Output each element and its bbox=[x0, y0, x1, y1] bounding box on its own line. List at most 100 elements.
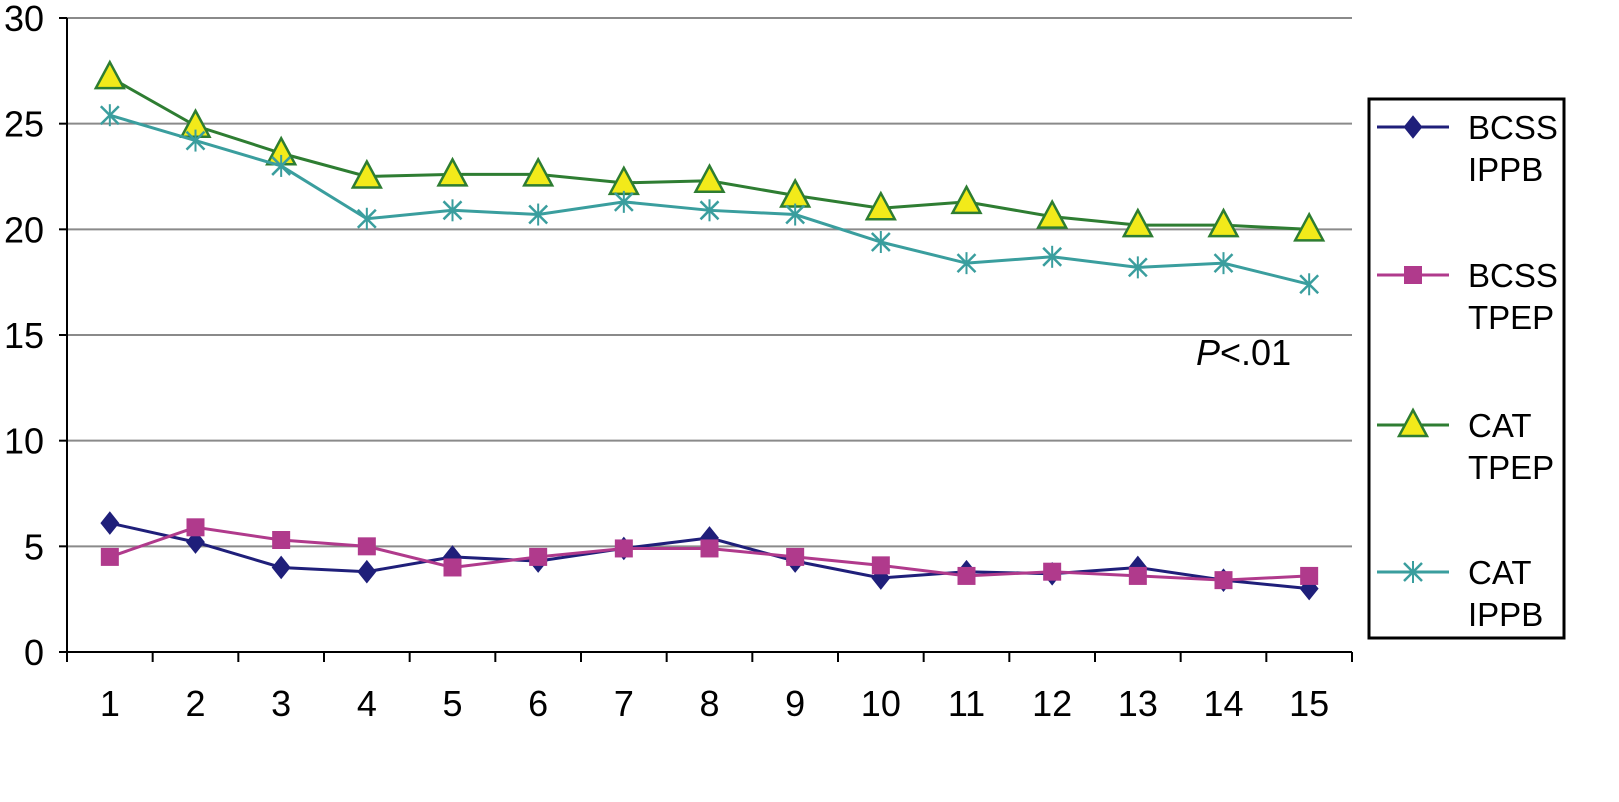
legend-label-line: BCSS bbox=[1468, 109, 1558, 146]
x-tick-label: 12 bbox=[1032, 683, 1072, 724]
data-point bbox=[522, 156, 555, 187]
series-lines bbox=[93, 59, 1326, 601]
data-point bbox=[1213, 252, 1234, 275]
data-point bbox=[272, 530, 291, 549]
legend-label-line: BCSS bbox=[1468, 257, 1558, 294]
legend-label-line: CAT bbox=[1468, 554, 1532, 591]
data-point bbox=[1043, 562, 1062, 581]
y-tick-label: 25 bbox=[4, 104, 44, 145]
x-tick-label: 14 bbox=[1203, 683, 1243, 724]
data-point bbox=[786, 547, 805, 566]
data-point bbox=[693, 163, 726, 193]
data-point bbox=[699, 199, 720, 222]
data-point bbox=[443, 558, 462, 577]
data-point bbox=[442, 199, 463, 222]
legend-swatch-marker bbox=[1396, 407, 1430, 438]
data-point bbox=[529, 547, 548, 566]
data-point bbox=[614, 539, 633, 558]
y-tick-label: 15 bbox=[4, 315, 44, 356]
data-point bbox=[1042, 245, 1063, 268]
legend-label: BCSS IPPB bbox=[1468, 109, 1558, 188]
x-tick-label: 4 bbox=[357, 683, 377, 724]
legend-label-line: IPPB bbox=[1468, 151, 1543, 188]
legend-item: CAT TPEP bbox=[1377, 407, 1554, 486]
legend-item: BCSS IPPB bbox=[1377, 109, 1558, 188]
y-tick-label: 30 bbox=[4, 0, 44, 39]
x-tick-label: 10 bbox=[861, 683, 901, 724]
legend-label: BCSS TPEP bbox=[1468, 257, 1558, 336]
data-point bbox=[1299, 273, 1320, 296]
data-point bbox=[871, 556, 890, 575]
data-point bbox=[957, 566, 976, 585]
y-tick-label: 20 bbox=[4, 209, 44, 250]
x-tick-label: 15 bbox=[1289, 683, 1329, 724]
data-point bbox=[350, 158, 383, 189]
data-point bbox=[1293, 211, 1326, 242]
data-point bbox=[1128, 566, 1147, 585]
p-value-italic: P bbox=[1196, 332, 1220, 373]
legend-item: BCSS TPEP bbox=[1377, 257, 1558, 336]
legend-label-line: TPEP bbox=[1468, 449, 1554, 486]
data-point bbox=[1121, 207, 1154, 238]
x-tick-label: 6 bbox=[528, 683, 548, 724]
legend-box bbox=[1367, 97, 1566, 640]
data-point bbox=[870, 231, 891, 254]
data-point bbox=[100, 547, 119, 566]
x-tick-label: 13 bbox=[1118, 683, 1158, 724]
data-point bbox=[956, 252, 977, 275]
series-cat-tpep bbox=[93, 59, 1326, 242]
x-tick-label: 7 bbox=[614, 683, 634, 724]
data-point bbox=[93, 59, 126, 90]
data-point bbox=[357, 537, 376, 556]
y-tick-label: 5 bbox=[24, 526, 44, 567]
legend: BCSS IPPB BCSS TPEP CAT TPEP CAT IPPB bbox=[1367, 97, 1566, 640]
x-tick-label: 9 bbox=[785, 683, 805, 724]
legend-item: CAT IPPB bbox=[1377, 554, 1543, 633]
legend-label-line: IPPB bbox=[1468, 596, 1543, 633]
data-point bbox=[186, 530, 205, 554]
x-tick-label: 3 bbox=[271, 683, 291, 724]
legend-label-line: CAT bbox=[1468, 407, 1532, 444]
data-point bbox=[100, 511, 120, 535]
data-point bbox=[700, 539, 719, 558]
legend-swatch-marker bbox=[1403, 561, 1423, 583]
data-point bbox=[271, 154, 292, 177]
data-point bbox=[1127, 256, 1148, 279]
data-point bbox=[99, 104, 120, 127]
gridlines bbox=[67, 17, 1352, 548]
data-point bbox=[356, 207, 377, 230]
data-point bbox=[950, 184, 983, 215]
data-point bbox=[185, 129, 206, 152]
data-point bbox=[357, 559, 377, 584]
data-point bbox=[864, 190, 897, 221]
data-point bbox=[528, 203, 549, 226]
data-point bbox=[613, 190, 634, 213]
x-tick-label: 11 bbox=[948, 683, 985, 724]
legend-label-line: TPEP bbox=[1468, 299, 1554, 336]
data-point bbox=[785, 203, 806, 226]
legend-swatch-marker bbox=[1404, 266, 1422, 284]
p-value-rest: <.01 bbox=[1220, 332, 1291, 373]
y-tick-label: 10 bbox=[4, 421, 44, 462]
x-tick-label: 1 bbox=[100, 683, 120, 724]
x-tick-label: 8 bbox=[699, 683, 719, 724]
data-point bbox=[1207, 207, 1240, 238]
x-tick-label: 5 bbox=[442, 683, 462, 724]
p-value-annotation: P<.01 bbox=[1196, 332, 1291, 373]
data-point bbox=[436, 156, 469, 187]
legend-label: CAT TPEP bbox=[1468, 407, 1554, 486]
legend-swatch-marker bbox=[1403, 115, 1423, 139]
data-point bbox=[1214, 571, 1233, 590]
data-point bbox=[271, 555, 291, 580]
data-point bbox=[1300, 566, 1319, 585]
data-point bbox=[1036, 199, 1069, 229]
data-point bbox=[186, 518, 205, 537]
legend-label: CAT IPPB bbox=[1468, 554, 1543, 633]
series-cat-ippb bbox=[99, 104, 1320, 296]
y-tick-label: 0 bbox=[24, 632, 44, 673]
series-bcss-tpep bbox=[100, 518, 1319, 590]
x-tick-label: 2 bbox=[185, 683, 205, 724]
